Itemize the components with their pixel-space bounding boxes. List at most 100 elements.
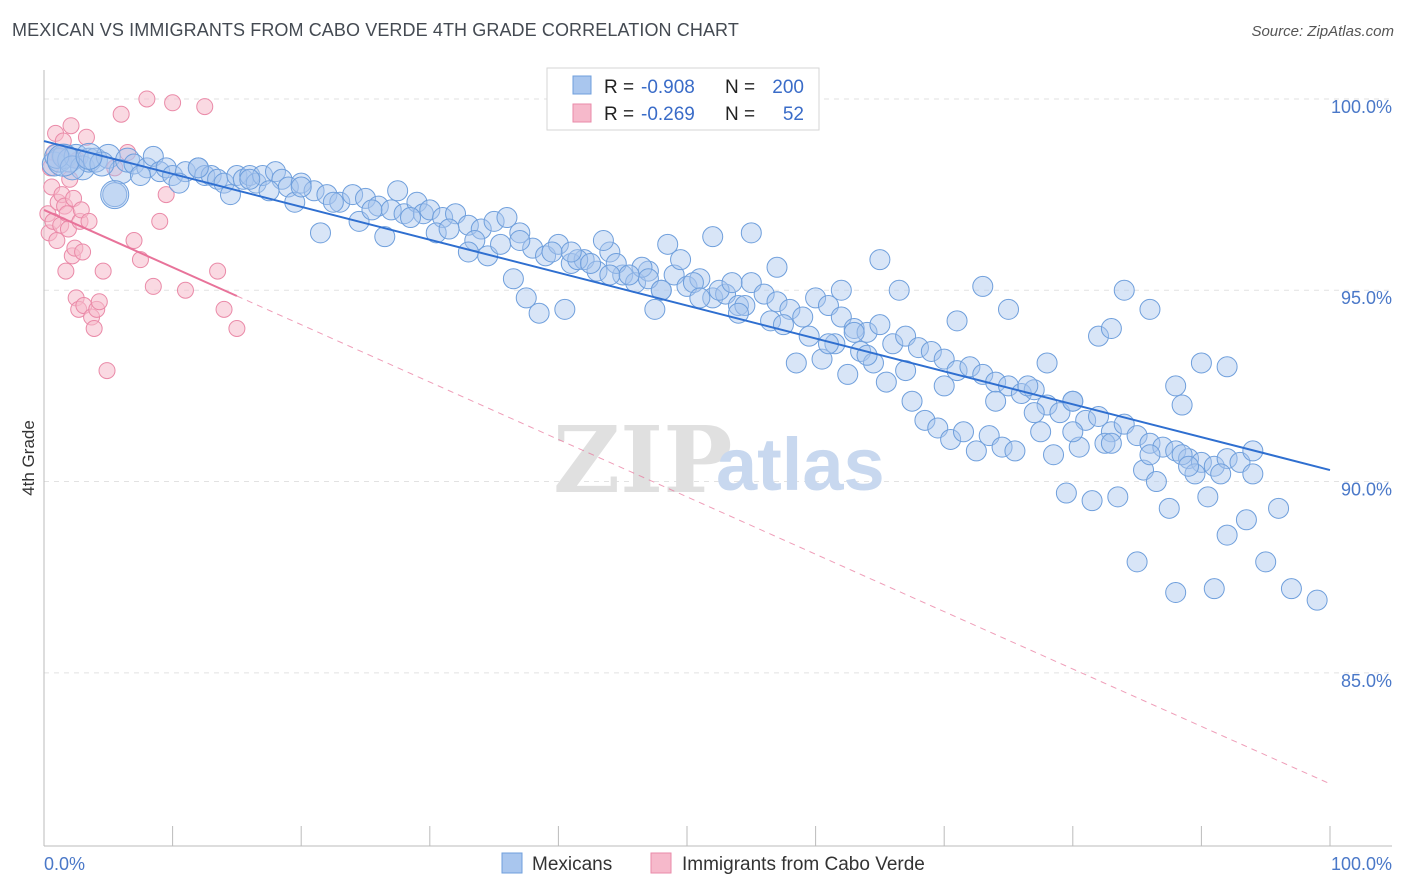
mexicans-point [580,252,602,274]
mexicans-point [907,337,929,359]
mexicans-point [1235,509,1257,531]
mexicans-point [985,390,1007,412]
mexicans-point [322,191,344,213]
mexicans-point [792,306,814,328]
mexicans-point [560,252,582,274]
mexicans-point [1158,497,1180,519]
mexicans-point [631,256,653,278]
mexicans-point [721,272,743,294]
mexicans-point [991,436,1013,458]
mexicans-point [102,182,128,208]
mexicans-point [1036,394,1058,416]
mexicans-point [367,195,389,217]
bottom-legend-label-cabo-verde: Immigrants from Cabo Verde [682,854,925,875]
mexicans-point [856,344,878,366]
mexicans-point [766,291,788,313]
mexicans-point [785,352,807,374]
mexicans-point [998,298,1019,320]
mexicans-point [599,264,621,286]
mexicans-point [657,233,679,255]
mexicans-point [1004,440,1026,462]
mexicans-point [599,241,621,263]
mexicans-point [1062,421,1084,443]
mexicans-point [483,210,505,232]
grid-lines: 85.0% 90.0% 95.0% 100.0% [44,97,1392,691]
mexicans-point [1139,298,1161,320]
mexicans-trend-line [43,140,1331,472]
cabo-verde-point [176,281,194,299]
mexicans-point [644,298,666,320]
mexicans-point [1030,421,1052,443]
mexicans-point [515,287,537,309]
cabo-verde-point [62,117,80,135]
mexicans-point [740,222,762,244]
mexicans-point [1139,444,1161,466]
mexicans-point [1210,463,1232,485]
cabo-verde-point [151,212,169,230]
bottom-legend: Mexicans Immigrants from Cabo Verde [501,852,925,875]
mexicans-point [1203,578,1225,600]
mexicans-point [1280,578,1302,600]
mexicans-point [226,164,248,186]
cabo-verde-point [164,94,182,112]
source-label: Source: ZipAtlas.com [1251,23,1394,40]
mexicans-point [1107,486,1129,508]
mexicans-point [509,222,531,244]
mexicans-point [342,184,364,206]
cabo-verde-point [85,320,103,338]
mexicans-point [1165,375,1187,397]
mexicans-point [1126,551,1148,573]
cabo-verde-point [98,362,116,380]
mexicans-point [168,172,190,194]
cabo-verde-point [196,98,214,116]
watermark-zip: ZIP [553,406,732,514]
cabo-verde-point [209,262,227,280]
series-mexicans-points [41,142,1328,611]
watermark-atlas: atlas [716,423,885,506]
legend-box [546,67,820,131]
mexicans-point [1306,589,1328,611]
cabo-verde-point [228,320,246,338]
mexicans-point [1113,279,1135,301]
mexicans-point [309,222,331,244]
mexicans-point [650,279,672,301]
legend-n-value-1: 200 [772,77,804,98]
watermark: ZIP atlas [553,406,885,514]
mexicans-point [1145,471,1167,493]
mexicans-point [888,279,910,301]
mexicans-point [554,298,576,320]
mexicans-point [933,375,955,397]
mexicans-point [541,241,563,263]
mexicans-point [882,333,904,355]
cabo-verde-trend-extension [236,295,1331,785]
mexicans-point [100,180,130,210]
cabo-verde-point [57,262,75,280]
mexicans-point [1055,482,1077,504]
cabo-verde-point [157,186,175,204]
series-cabo-verde-points [39,90,246,380]
cabo-verde-point [131,251,149,269]
mexicans-point [940,428,962,450]
mexicans-point [1043,444,1065,466]
mexicans-point [1268,497,1290,519]
cabo-verde-point [74,243,92,261]
mexicans-point [560,241,582,263]
legend-swatch-mexicans [572,75,592,95]
y-tick-label: 85.0% [1341,671,1392,691]
mexicans-point [187,157,209,179]
cabo-verde-point [112,105,130,123]
legend-n-label-2: N = [725,104,755,125]
bottom-legend-swatch-mexicans [501,852,523,874]
mexicans-point [901,390,923,412]
mexicans-point [400,207,422,229]
mexicans-point [618,264,640,286]
mexicans-point [972,275,994,297]
mexicans-point [419,199,441,221]
mexicans-point [1036,352,1058,374]
mexicans-point [470,218,492,240]
mexicans-point [1216,356,1238,378]
mexicans-point [303,180,325,202]
y-axis-title: 4th Grade [19,420,38,496]
mexicans-point [875,371,897,393]
mexicans-point [1100,421,1122,443]
